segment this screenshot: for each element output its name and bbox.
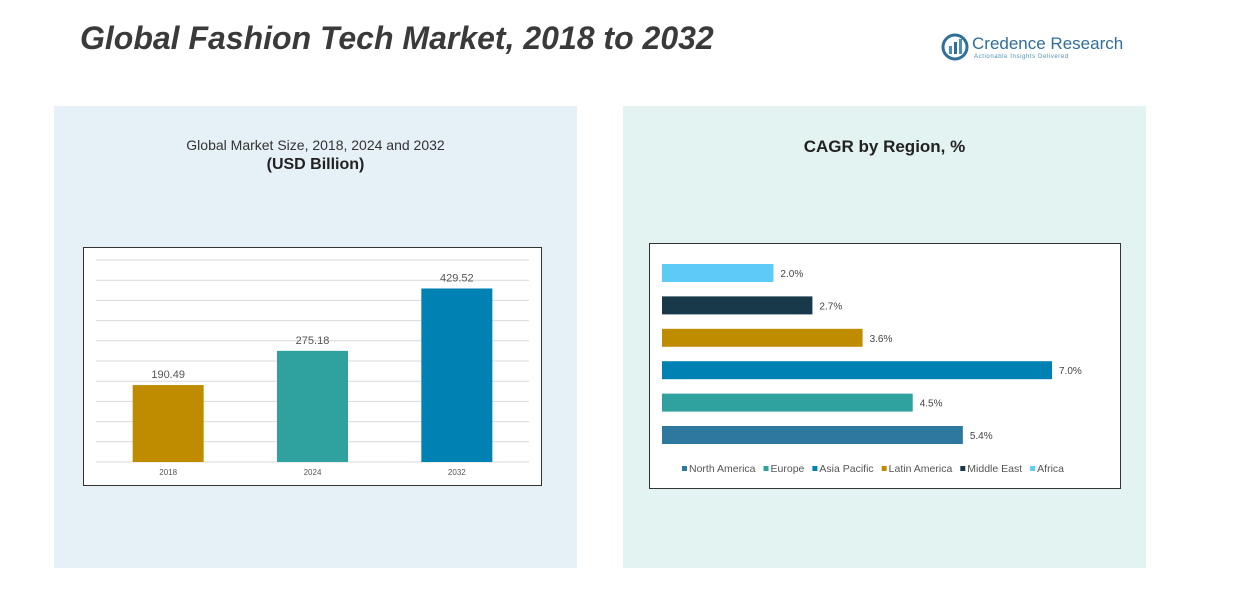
bar-middle-east (662, 296, 813, 315)
market-size-subtitle: Global Market Size, 2018, 2024 and 2032 (186, 137, 445, 153)
bar-north-america (662, 426, 963, 444)
legend-swatch (1030, 466, 1036, 471)
bar-value-label: 190.49 (151, 369, 185, 381)
bar-2018 (132, 385, 204, 462)
credence-research-logo: Credence Research Actionable Insights De… (940, 32, 1140, 68)
bar-value-label: 3.6% (870, 334, 893, 345)
bar-2032 (421, 288, 493, 462)
market-size-unit: (USD Billion) (266, 156, 365, 173)
bar-value-label: 4.5% (920, 399, 943, 410)
legend-swatch (682, 466, 687, 471)
cagr-chart-svg: 2.0% 2.7% 3.6% 7.0% 4.5% 5.4% North America Eur… (662, 264, 1082, 475)
cagr-title: CAGR by Region, % (803, 137, 966, 156)
legend-label: Europe (771, 463, 805, 475)
bar-latin-america (662, 328, 863, 347)
legend-label: Asia Pacific (819, 463, 873, 475)
market-size-chart: 190.49 2018 275.18 2024 429.52 2032 (83, 247, 542, 486)
legend-label: Latin America (889, 463, 953, 475)
bar-asia-pacific (662, 361, 1052, 380)
legend-swatch (881, 466, 887, 471)
bar-value-label: 429.52 (440, 272, 474, 284)
market-size-chart-svg: 190.49 2018 275.18 2024 429.52 2032 (96, 259, 529, 477)
logo-icon (941, 33, 969, 61)
legend-label: Africa (1037, 463, 1064, 475)
x-tick-label: 2032 (448, 468, 466, 477)
bar-value-label: 5.4% (970, 431, 993, 442)
bar-europe (662, 393, 913, 412)
legend-label: North America (689, 463, 756, 475)
legend-swatch (812, 466, 818, 471)
cagr-chart: 2.0% 2.7% 3.6% 7.0% 4.5% 5.4% North America Eur… (649, 243, 1121, 489)
legend-label: Middle East (967, 463, 1022, 475)
logo-tagline: Actionable Insights Delivered (974, 54, 1069, 60)
bar-africa (662, 264, 774, 282)
x-tick-label: 2018 (159, 468, 177, 477)
page-title: Global Fashion Tech Market, 2018 to 2032 (80, 20, 714, 56)
legend-swatch (763, 466, 769, 471)
bar-value-label: 2.0% (780, 269, 803, 280)
bar-value-label: 2.7% (819, 301, 842, 312)
x-tick-label: 2024 (304, 468, 322, 477)
bar-value-label: 275.18 (296, 335, 330, 347)
legend-swatch (960, 466, 966, 471)
bar-value-label: 7.0% (1059, 366, 1082, 377)
bar-2024 (277, 350, 348, 462)
logo-name: Credence Research (972, 34, 1124, 53)
